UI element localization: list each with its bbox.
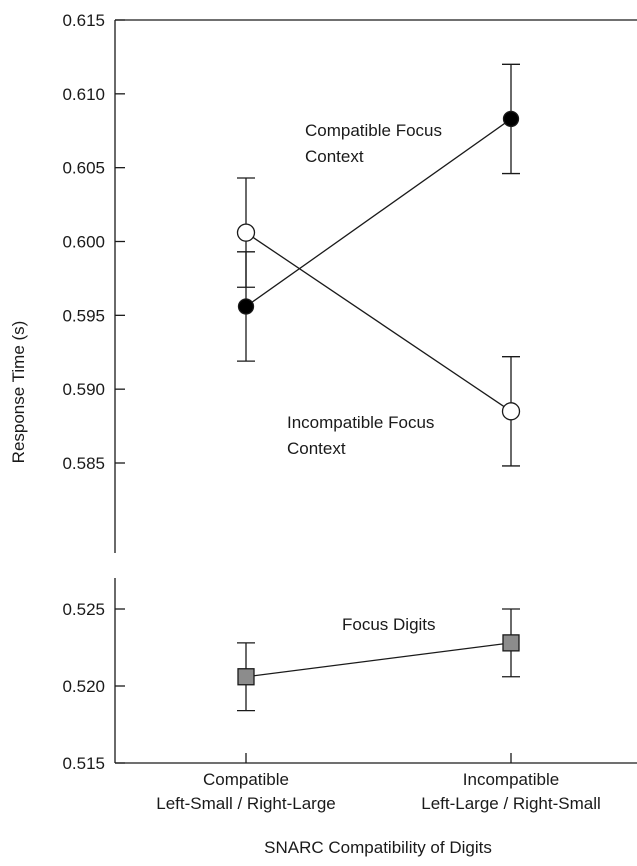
y-tick-label: 0.605 xyxy=(62,159,105,178)
annotation-compatible-line1: Compatible Focus xyxy=(305,121,442,140)
y-tick-label: 0.520 xyxy=(62,677,105,696)
y-tick-label: 0.610 xyxy=(62,85,105,104)
x-axis-title: SNARC Compatibility of Digits xyxy=(264,838,492,857)
upper-panel: 0.585 0.590 0.595 0.600 0.605 0.610 0.615 xyxy=(62,11,637,553)
y-tick-label: 0.600 xyxy=(62,233,105,252)
y-tick-label: 0.585 xyxy=(62,454,105,473)
data-point-square xyxy=(502,634,520,652)
lower-series-group xyxy=(237,608,520,712)
y-axis-title: Response Time (s) xyxy=(9,321,28,464)
lower-panel: 0.515 0.520 0.525 xyxy=(62,578,637,773)
annotation-incompatible-line1: Incompatible Focus xyxy=(287,413,434,432)
y-tick-label: 0.515 xyxy=(62,754,105,773)
lower-y-ticks: 0.515 0.520 0.525 xyxy=(62,600,125,773)
data-point-filled-circle xyxy=(502,110,520,128)
upper-y-ticks: 0.585 0.590 0.595 0.600 0.605 0.610 0.615 xyxy=(62,11,125,473)
series-line xyxy=(245,118,512,308)
data-point-square xyxy=(237,668,255,686)
y-tick-label: 0.595 xyxy=(62,306,105,325)
series-line xyxy=(245,232,512,412)
x-tick-label: Compatible xyxy=(203,770,289,789)
x-tick-label: Incompatible xyxy=(463,770,559,789)
upper-series-group xyxy=(236,63,521,467)
series-line xyxy=(245,642,512,678)
x-tick-label: Left-Small / Right-Large xyxy=(156,794,336,813)
y-tick-label: 0.590 xyxy=(62,380,105,399)
data-point-open-circle xyxy=(236,223,256,242)
data-point-open-circle xyxy=(501,402,521,421)
x-tick-label: Left-Large / Right-Small xyxy=(421,794,601,813)
y-tick-label: 0.525 xyxy=(62,600,105,619)
annotation-focus-digits: Focus Digits xyxy=(342,615,436,634)
data-point-filled-circle xyxy=(237,298,255,315)
annotation-incompatible-line2: Context xyxy=(287,439,346,458)
y-tick-label: 0.615 xyxy=(62,11,105,30)
x-axis-ticks: Compatible Left-Small / Right-Large Incomp… xyxy=(156,753,601,813)
annotation-compatible-line2: Context xyxy=(305,147,364,166)
